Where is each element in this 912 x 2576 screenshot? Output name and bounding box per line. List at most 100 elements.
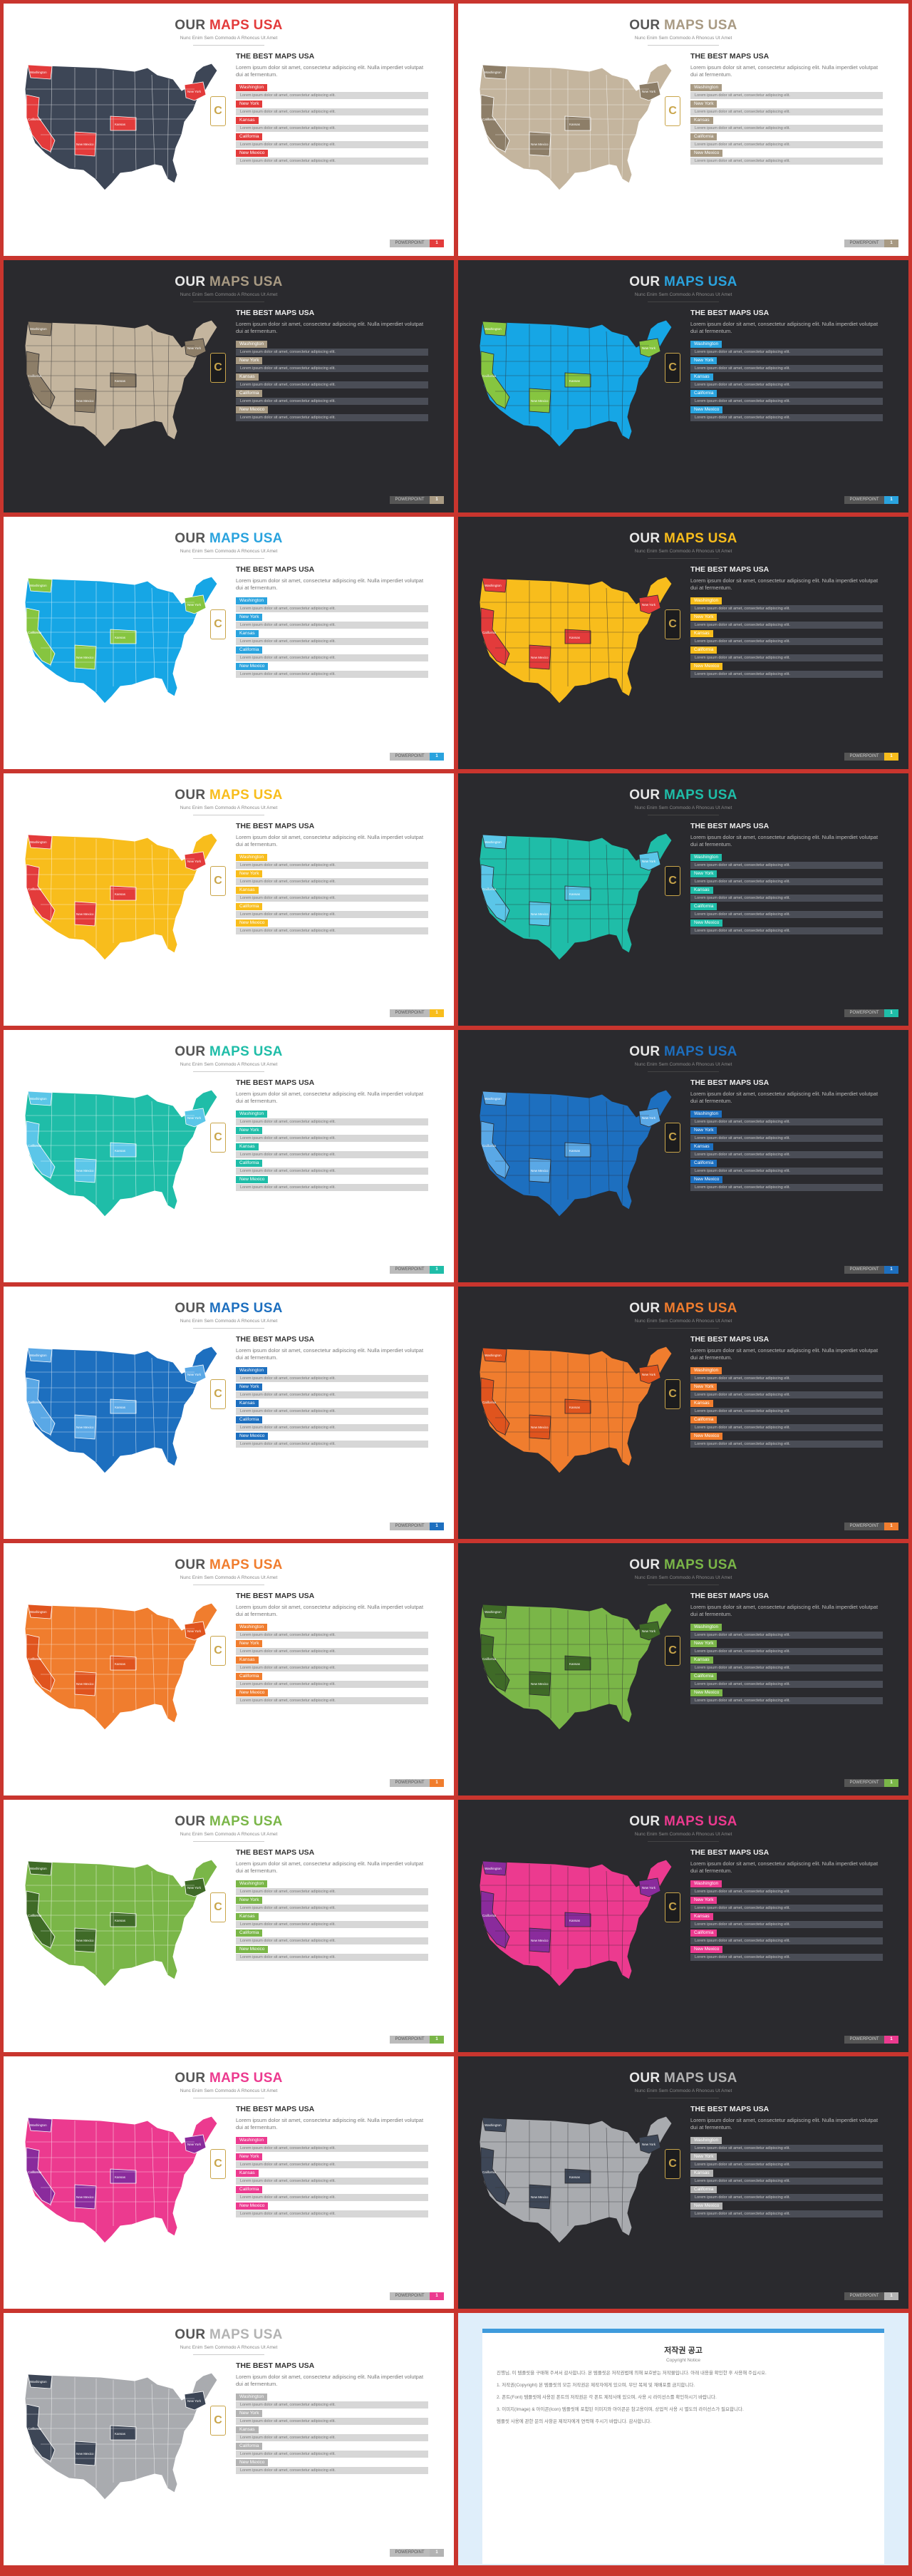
state-tag: New York xyxy=(236,2153,263,2160)
panel-heading: THE BEST MAPS USA xyxy=(690,1592,770,1600)
map-slide-thumbnail[interactable]: OUR MAPS USA Nunc Enim Sem Commodo A Rho… xyxy=(458,4,908,256)
highlighted-state-kansas xyxy=(564,885,591,901)
usa-map: Washington New York Kansas California Ne… xyxy=(479,576,673,704)
highlighted-state-washington xyxy=(482,321,507,336)
slide-footer: POWERPOINT 1 xyxy=(390,1523,444,1530)
list-item: Kansas Lorem ipsum dolor sit amet, consec… xyxy=(690,1657,883,1673)
panel-heading: THE BEST MAPS USA xyxy=(236,1078,315,1087)
list-bar: Lorem ipsum dolor sit amet, consectetur … xyxy=(690,895,883,902)
panel-heading: THE BEST MAPS USA xyxy=(236,1335,315,1344)
map-slide-thumbnail[interactable]: OUR MAPS USA Nunc Enim Sem Commodo A Rho… xyxy=(458,1543,908,1796)
map-slide-thumbnail[interactable]: OUR MAPS USA Nunc Enim Sem Commodo A Rho… xyxy=(458,2056,908,2309)
list-bar: Lorem ipsum dolor sit amet, consectetur … xyxy=(690,108,883,115)
list-item: New York Lorem ipsum dolor sit amet, cons… xyxy=(236,870,428,887)
panel-heading: THE BEST MAPS USA xyxy=(690,822,770,830)
title-accent: MAPS USA xyxy=(209,1301,283,1316)
title-accent: MAPS USA xyxy=(664,2071,737,2086)
footer-page-number: 1 xyxy=(884,496,898,504)
list-bar: Lorem ipsum dolor sit amet, consectetur … xyxy=(236,1424,428,1431)
usa-map: Washington New York Kansas California Ne… xyxy=(24,63,218,191)
state-tag: New Mexico xyxy=(236,1433,269,1440)
highlighted-state-washington xyxy=(482,1604,507,1619)
slide-subtitle: Nunc Enim Sem Commodo A Rhoncus Ut Amet xyxy=(634,1575,732,1580)
info-panel: THE BEST MAPS USA Lorem ipsum dolor sit … xyxy=(690,2105,883,2219)
list-item: New York Lorem ipsum dolor sit amet, cons… xyxy=(236,614,428,630)
list-bar: Lorem ipsum dolor sit amet, consectetur … xyxy=(690,1408,883,1415)
highlighted-state-washington xyxy=(27,321,53,336)
title-prefix: OUR xyxy=(629,531,660,546)
info-panel: THE BEST MAPS USA Lorem ipsum dolor sit … xyxy=(690,1848,883,1962)
list-bar: Lorem ipsum dolor sit amet, consectetur … xyxy=(690,654,883,661)
label-washington: Washington xyxy=(484,71,502,74)
map-slide-thumbnail[interactable]: OUR MAPS USA Nunc Enim Sem Commodo A Rho… xyxy=(4,1800,454,2052)
state-tag: California xyxy=(236,133,263,140)
notice-item: 2. 폰트(Font) 템플릿에 사용된 폰트의 저작권은 각 폰트 제작사에 … xyxy=(497,2395,717,2400)
list-item: Washington Lorem ipsum dolor sit amet, co… xyxy=(236,84,428,101)
copyright-notice-slide[interactable]: 저작권 공고 Copyright Notice 진행님, 이 템플릿을 구매해 … xyxy=(458,2313,908,2565)
panel-heading: THE BEST MAPS USA xyxy=(690,2105,770,2113)
panel-description: Lorem ipsum dolor sit amet, consectetur … xyxy=(236,321,424,334)
map-slide-thumbnail[interactable]: OUR MAPS USA Nunc Enim Sem Commodo A Rho… xyxy=(4,2313,454,2565)
map-slide-thumbnail[interactable]: OUR MAPS USA Nunc Enim Sem Commodo A Rho… xyxy=(458,773,908,1026)
list-bar: Lorem ipsum dolor sit amet, consectetur … xyxy=(690,878,883,885)
label-washington: Washington xyxy=(484,840,502,844)
state-borders xyxy=(481,1605,656,1719)
map-slide-thumbnail[interactable]: OUR MAPS USA Nunc Enim Sem Commodo A Rho… xyxy=(4,260,454,512)
map-slide-thumbnail[interactable]: OUR MAPS USA Nunc Enim Sem Commodo A Rho… xyxy=(4,4,454,256)
slide-footer: POWERPOINT 1 xyxy=(390,2549,444,2557)
slide-subtitle: Nunc Enim Sem Commodo A Rhoncus Ut Amet xyxy=(634,549,732,554)
slide-title: OUR MAPS USA xyxy=(4,1557,454,1573)
label-new-mexico: New Mexico xyxy=(531,399,549,403)
footer-label: POWERPOINT xyxy=(390,239,430,247)
list-item: California Lorem ipsum dolor sit amet, co… xyxy=(236,2186,428,2203)
list-item: New Mexico Lorem ipsum dolor sit amet, co… xyxy=(236,919,428,936)
label-washington: Washington xyxy=(30,71,47,74)
list-bar: Lorem ipsum dolor sit amet, consectetur … xyxy=(690,349,883,356)
label-new-york: New York xyxy=(642,2143,656,2146)
slide-title: OUR MAPS USA xyxy=(458,1301,908,1317)
panel-description: Lorem ipsum dolor sit amet, consectetur … xyxy=(236,1604,424,1617)
list-bar: Lorem ipsum dolor sit amet, consectetur … xyxy=(236,2194,428,2201)
notice-item: 1. 저작권(Copyright) 본 템플릿의 모든 저작권은 제작자에게 있… xyxy=(497,2383,695,2388)
title-prefix: OUR xyxy=(175,531,206,546)
list-bar: Lorem ipsum dolor sit amet, consectetur … xyxy=(236,1391,428,1398)
slide-title: OUR MAPS USA xyxy=(458,1557,908,1573)
footer-page-number: 1 xyxy=(884,1009,898,1017)
state-tag: California xyxy=(236,390,263,397)
state-tag: New Mexico xyxy=(690,2203,723,2210)
footer-page-number: 1 xyxy=(884,1779,898,1787)
list-item: Kansas Lorem ipsum dolor sit amet, consec… xyxy=(236,630,428,646)
state-tag: Kansas xyxy=(690,117,713,124)
map-slide-thumbnail[interactable]: OUR MAPS USA Nunc Enim Sem Commodo A Rho… xyxy=(458,517,908,769)
slide-title: OUR MAPS USA xyxy=(4,1301,454,1317)
slide-footer: POWERPOINT 1 xyxy=(390,2036,444,2044)
map-slide-thumbnail[interactable]: OUR MAPS USA Nunc Enim Sem Commodo A Rho… xyxy=(4,1287,454,1539)
logo-badge-icon: C xyxy=(665,866,680,896)
footer-label: POWERPOINT xyxy=(844,1009,884,1017)
label-washington: Washington xyxy=(484,1610,502,1614)
state-tag: Washington xyxy=(690,854,722,861)
title-accent: MAPS USA xyxy=(209,2071,283,2086)
logo-badge-icon: C xyxy=(210,866,226,896)
map-slide-thumbnail[interactable]: OUR MAPS USA Nunc Enim Sem Commodo A Rho… xyxy=(458,1030,908,1282)
list-bar: Lorem ipsum dolor sit amet, consectetur … xyxy=(690,398,883,405)
panel-description: Lorem ipsum dolor sit amet, consectetur … xyxy=(690,834,879,847)
highlighted-state-new-york xyxy=(184,1877,207,1897)
map-slide-thumbnail[interactable]: OUR MAPS USA Nunc Enim Sem Commodo A Rho… xyxy=(4,1030,454,1282)
slide-title: OUR MAPS USA xyxy=(458,274,908,290)
list-bar: Lorem ipsum dolor sit amet, consectetur … xyxy=(690,622,883,629)
notice-intro: 진행님, 이 템플릿을 구매해 주셔서 감사합니다. 본 템플릿은 저작권법에 … xyxy=(497,2371,767,2376)
state-tag: Washington xyxy=(236,1880,268,1887)
map-slide-thumbnail[interactable]: OUR MAPS USA Nunc Enim Sem Commodo A Rho… xyxy=(4,773,454,1026)
map-slide-thumbnail[interactable]: OUR MAPS USA Nunc Enim Sem Commodo A Rho… xyxy=(458,260,908,512)
map-slide-thumbnail[interactable]: OUR MAPS USA Nunc Enim Sem Commodo A Rho… xyxy=(458,1287,908,1539)
highlighted-state-washington xyxy=(27,2117,53,2133)
map-slide-thumbnail[interactable]: OUR MAPS USA Nunc Enim Sem Commodo A Rho… xyxy=(4,1543,454,1796)
state-tag: Kansas xyxy=(690,2170,713,2177)
list-item: Washington Lorem ipsum dolor sit amet, co… xyxy=(690,341,883,357)
map-slide-thumbnail[interactable]: OUR MAPS USA Nunc Enim Sem Commodo A Rho… xyxy=(4,2056,454,2309)
map-slide-thumbnail[interactable]: OUR MAPS USA Nunc Enim Sem Commodo A Rho… xyxy=(458,1800,908,2052)
map-slide-thumbnail[interactable]: OUR MAPS USA Nunc Enim Sem Commodo A Rho… xyxy=(4,517,454,769)
state-tag: California xyxy=(690,903,717,910)
slide-footer: POWERPOINT 1 xyxy=(390,1779,444,1787)
